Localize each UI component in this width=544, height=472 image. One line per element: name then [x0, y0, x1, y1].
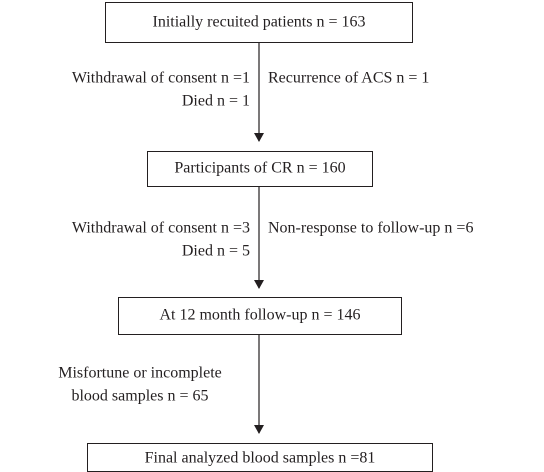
- edge-label: Died n = 5: [182, 243, 250, 260]
- edge-label: Recurrence of ACS n = 1: [268, 70, 429, 87]
- edge-label: Withdrawal of consent n =1: [72, 70, 250, 87]
- box-label: Participants of CR n = 160: [174, 160, 345, 177]
- box: [105, 2, 413, 43]
- edge-label: Non-response to follow-up n =6: [268, 220, 473, 237]
- box-label: Final analyzed blood samples n =81: [145, 450, 376, 467]
- box: [147, 151, 373, 187]
- box-label: At 12 month follow-up n = 146: [159, 307, 360, 324]
- edge-label: blood samples n = 65: [71, 388, 208, 405]
- edge-label: Died n = 1: [182, 93, 250, 110]
- box: [118, 297, 402, 335]
- edge-label: Misfortune or incomplete: [58, 365, 222, 382]
- edge-label: Withdrawal of consent n =3: [72, 220, 250, 237]
- box-label: Initially recuited patients n = 163: [153, 14, 366, 31]
